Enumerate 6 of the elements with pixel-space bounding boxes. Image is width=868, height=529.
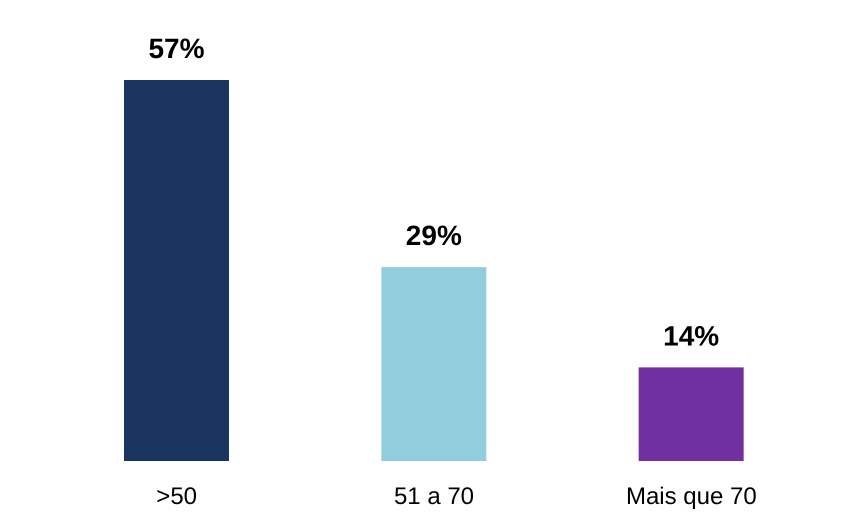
data-label: 29%	[406, 220, 462, 252]
x-tick-label: Mais que 70	[626, 483, 757, 510]
x-tick-label: >50	[156, 483, 198, 510]
data-label: 57%	[148, 33, 205, 64]
x-tick-label: 51 a 70	[394, 483, 474, 510]
data-label: 14%	[663, 320, 720, 352]
